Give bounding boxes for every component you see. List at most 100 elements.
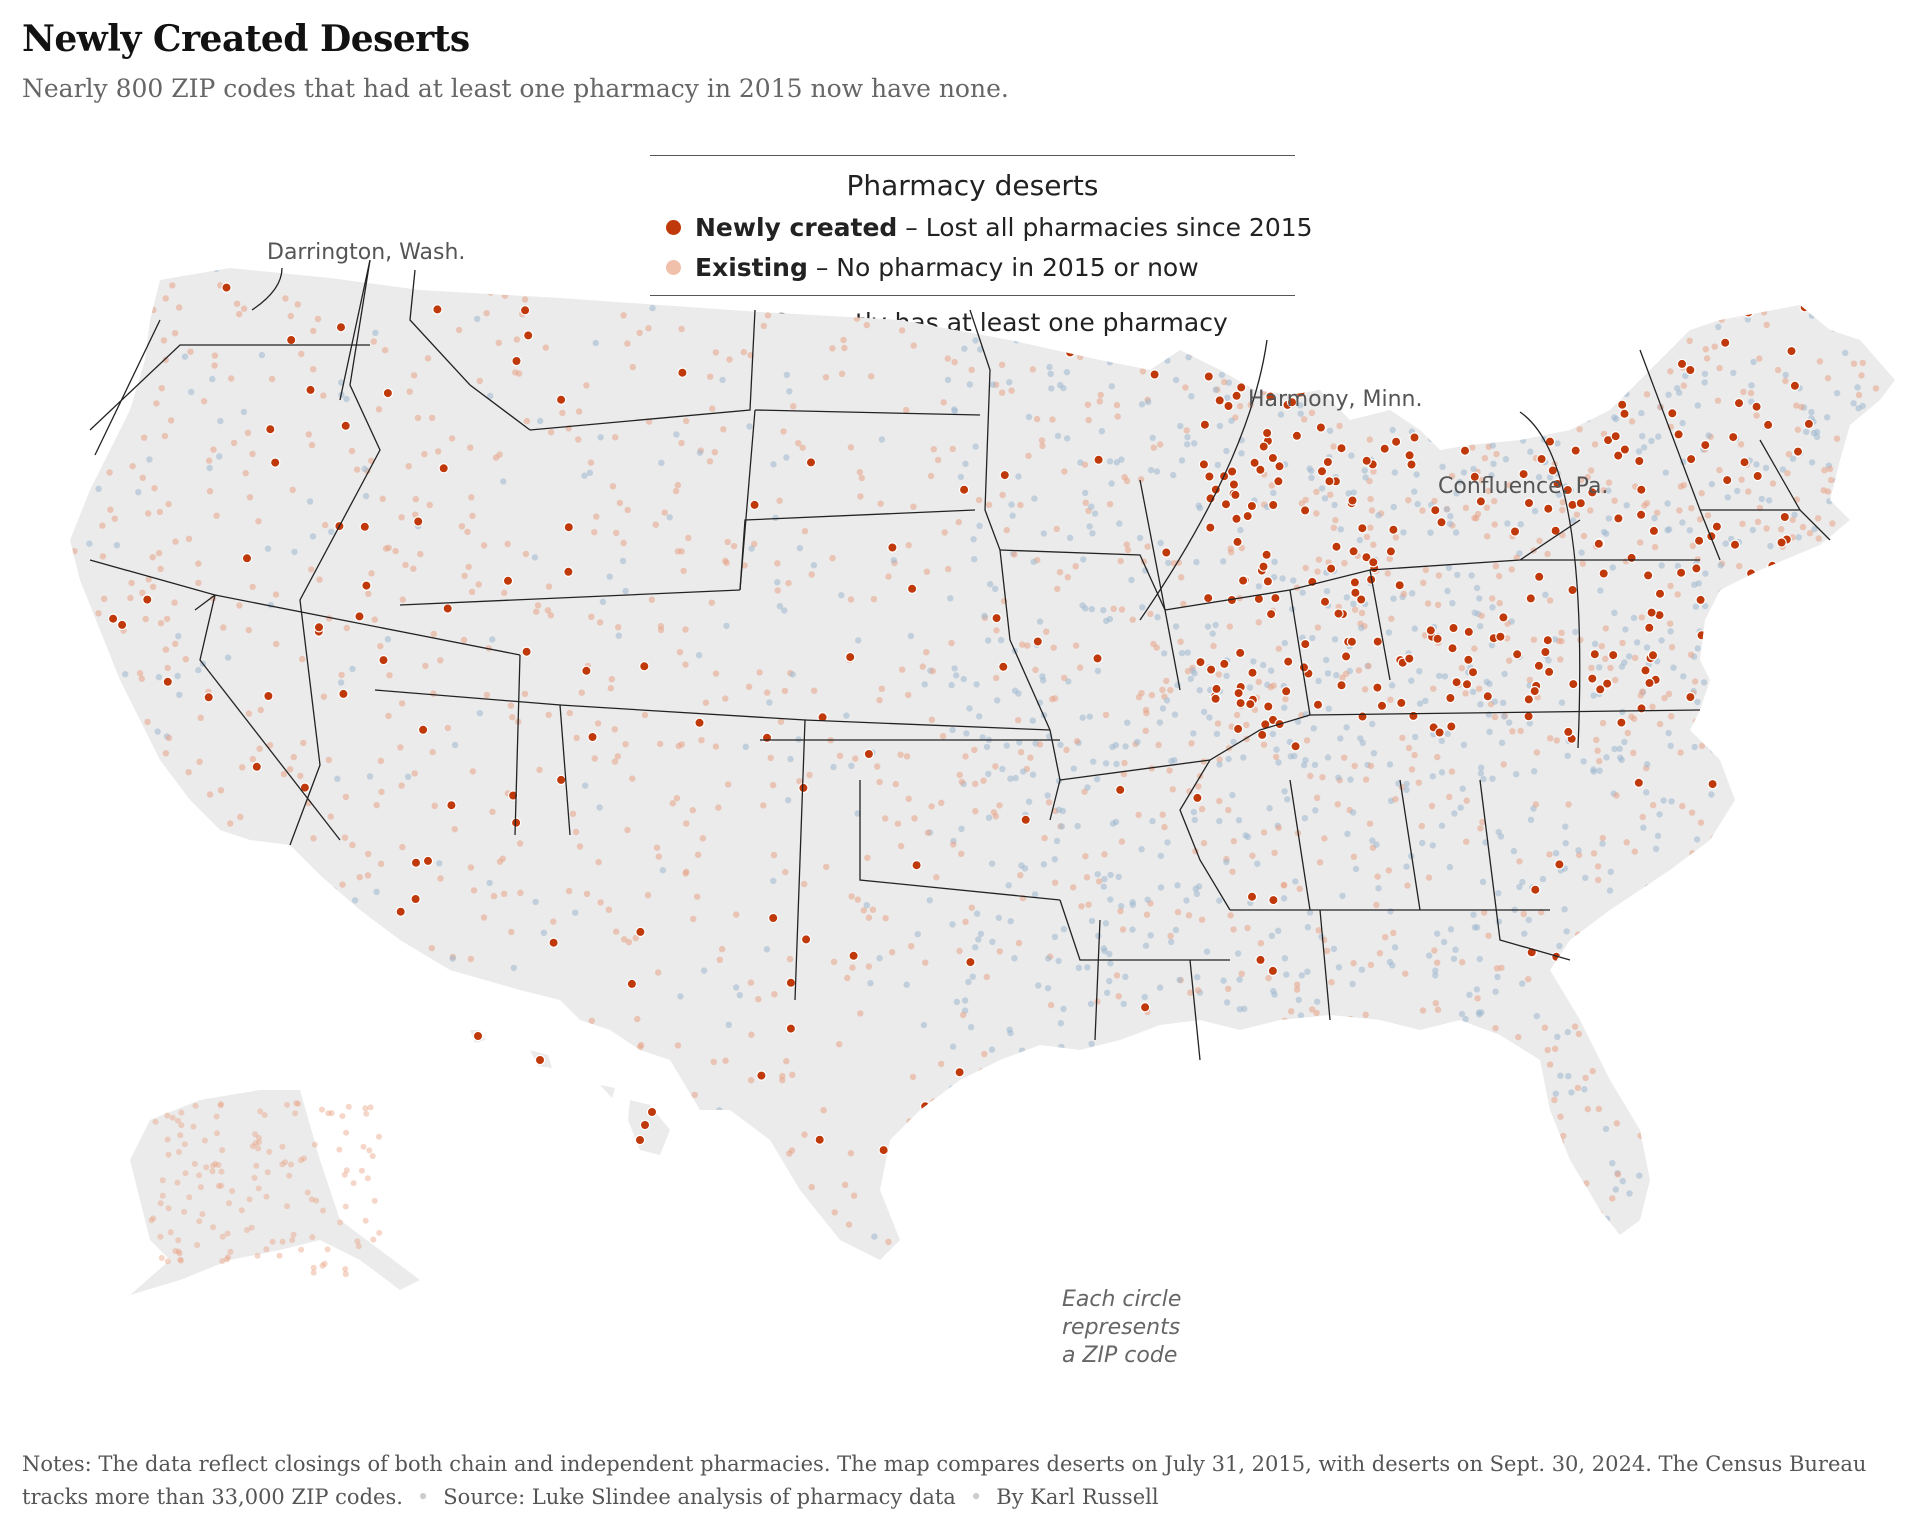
zip-circle (830, 958, 838, 965)
zip-circle (1110, 605, 1117, 612)
zip-circle (464, 1068, 472, 1075)
zip-circle (1351, 1081, 1359, 1088)
zip-circle (1411, 625, 1419, 632)
zip-circle (101, 595, 108, 602)
zip-circle (1770, 582, 1778, 590)
zip-circle (1674, 591, 1681, 598)
zip-circle (895, 1188, 903, 1195)
zip-circle (1633, 639, 1641, 646)
zip-circle (947, 595, 954, 602)
zip-circle (298, 1246, 305, 1253)
zip-circle (1634, 964, 1642, 971)
zip-circle (949, 445, 956, 453)
zip-circle (1858, 814, 1865, 821)
zip-circle (1124, 546, 1132, 554)
zip-circle (1044, 276, 1051, 283)
zip-circle (492, 268, 499, 274)
zip-circle (540, 929, 548, 936)
zip-circle (1731, 1104, 1738, 1111)
zip-circle (1213, 730, 1221, 738)
zip-circle (1768, 624, 1776, 631)
zip-circle (1509, 728, 1516, 735)
zip-circle (1611, 497, 1618, 504)
zip-circle (1789, 380, 1801, 392)
zip-circle (1438, 769, 1446, 776)
zip-circle (150, 1029, 158, 1037)
zip-circle (1270, 1050, 1278, 1057)
zip-circle (1602, 1021, 1610, 1029)
zip-circle (836, 1041, 843, 1048)
zip-circle (339, 881, 346, 888)
zip-circle (988, 1046, 996, 1053)
zip-circle (887, 542, 898, 553)
zip-circle (1814, 268, 1821, 275)
zip-circle (1440, 1122, 1448, 1129)
zip-circle (1786, 643, 1794, 650)
zip-circle (1580, 758, 1587, 765)
zip-circle (1457, 804, 1464, 811)
zip-circle (1519, 980, 1526, 987)
zip-circle (1634, 455, 1645, 467)
zip-circle (505, 1154, 513, 1161)
zip-circle (1431, 497, 1438, 505)
zip-circle (1110, 268, 1117, 270)
zip-circle (176, 1250, 183, 1257)
zip-circle (70, 667, 75, 674)
zip-circle (1405, 744, 1413, 752)
zip-circle (1606, 887, 1614, 894)
zip-circle (1876, 522, 1884, 529)
zip-circle (682, 870, 689, 877)
zip-circle (999, 1233, 1006, 1240)
zip-circle (1575, 296, 1583, 303)
zip-circle (1791, 920, 1799, 927)
zip-circle (1652, 845, 1660, 852)
zip-circle (1051, 326, 1058, 334)
zip-circle (1184, 441, 1191, 448)
zip-circle (897, 751, 904, 758)
zip-circle (572, 909, 579, 916)
zip-circle (149, 554, 156, 561)
zip-circle (1720, 834, 1728, 841)
zip-circle (246, 1057, 253, 1065)
zip-circle (1041, 1145, 1048, 1153)
zip-circle (1058, 1043, 1065, 1051)
zip-circle (1309, 1176, 1317, 1183)
zip-circle (99, 553, 107, 560)
zip-circle (1740, 871, 1748, 878)
zip-circle (1763, 321, 1770, 328)
zip-circle (1210, 642, 1217, 650)
zip-circle (1772, 879, 1780, 886)
zip-circle (1420, 579, 1427, 586)
zip-circle (218, 1168, 225, 1175)
zip-circle (1696, 630, 1707, 641)
zip-circle (536, 1077, 543, 1084)
zip-circle (1456, 1212, 1463, 1220)
zip-circle (1565, 801, 1572, 808)
zip-circle (1409, 590, 1416, 597)
zip-circle (847, 444, 855, 451)
zip-circle (1754, 518, 1762, 525)
zip-circle (1330, 945, 1338, 952)
zip-circle (1827, 476, 1835, 484)
zip-circle (105, 914, 113, 922)
zip-circle (399, 1054, 407, 1061)
zip-circle (150, 306, 157, 314)
zip-circle (767, 754, 774, 762)
zip-circle (1781, 938, 1789, 945)
zip-circle (1085, 1161, 1092, 1169)
zip-circle (1449, 1196, 1456, 1203)
zip-circle (1065, 1074, 1072, 1081)
zip-circle (1137, 355, 1144, 362)
zip-circle (1878, 1229, 1886, 1236)
zip-circle (1643, 391, 1651, 398)
zip-circle (1682, 372, 1689, 379)
zip-circle (356, 874, 363, 881)
zip-circle (215, 1183, 222, 1189)
zip-circle (1171, 711, 1179, 718)
zip-circle (1072, 642, 1080, 649)
zip-circle (1214, 461, 1222, 469)
zip-circle (1319, 596, 1331, 607)
zip-circle (1580, 532, 1588, 540)
zip-circle (176, 304, 183, 311)
zip-circle (1788, 988, 1796, 995)
